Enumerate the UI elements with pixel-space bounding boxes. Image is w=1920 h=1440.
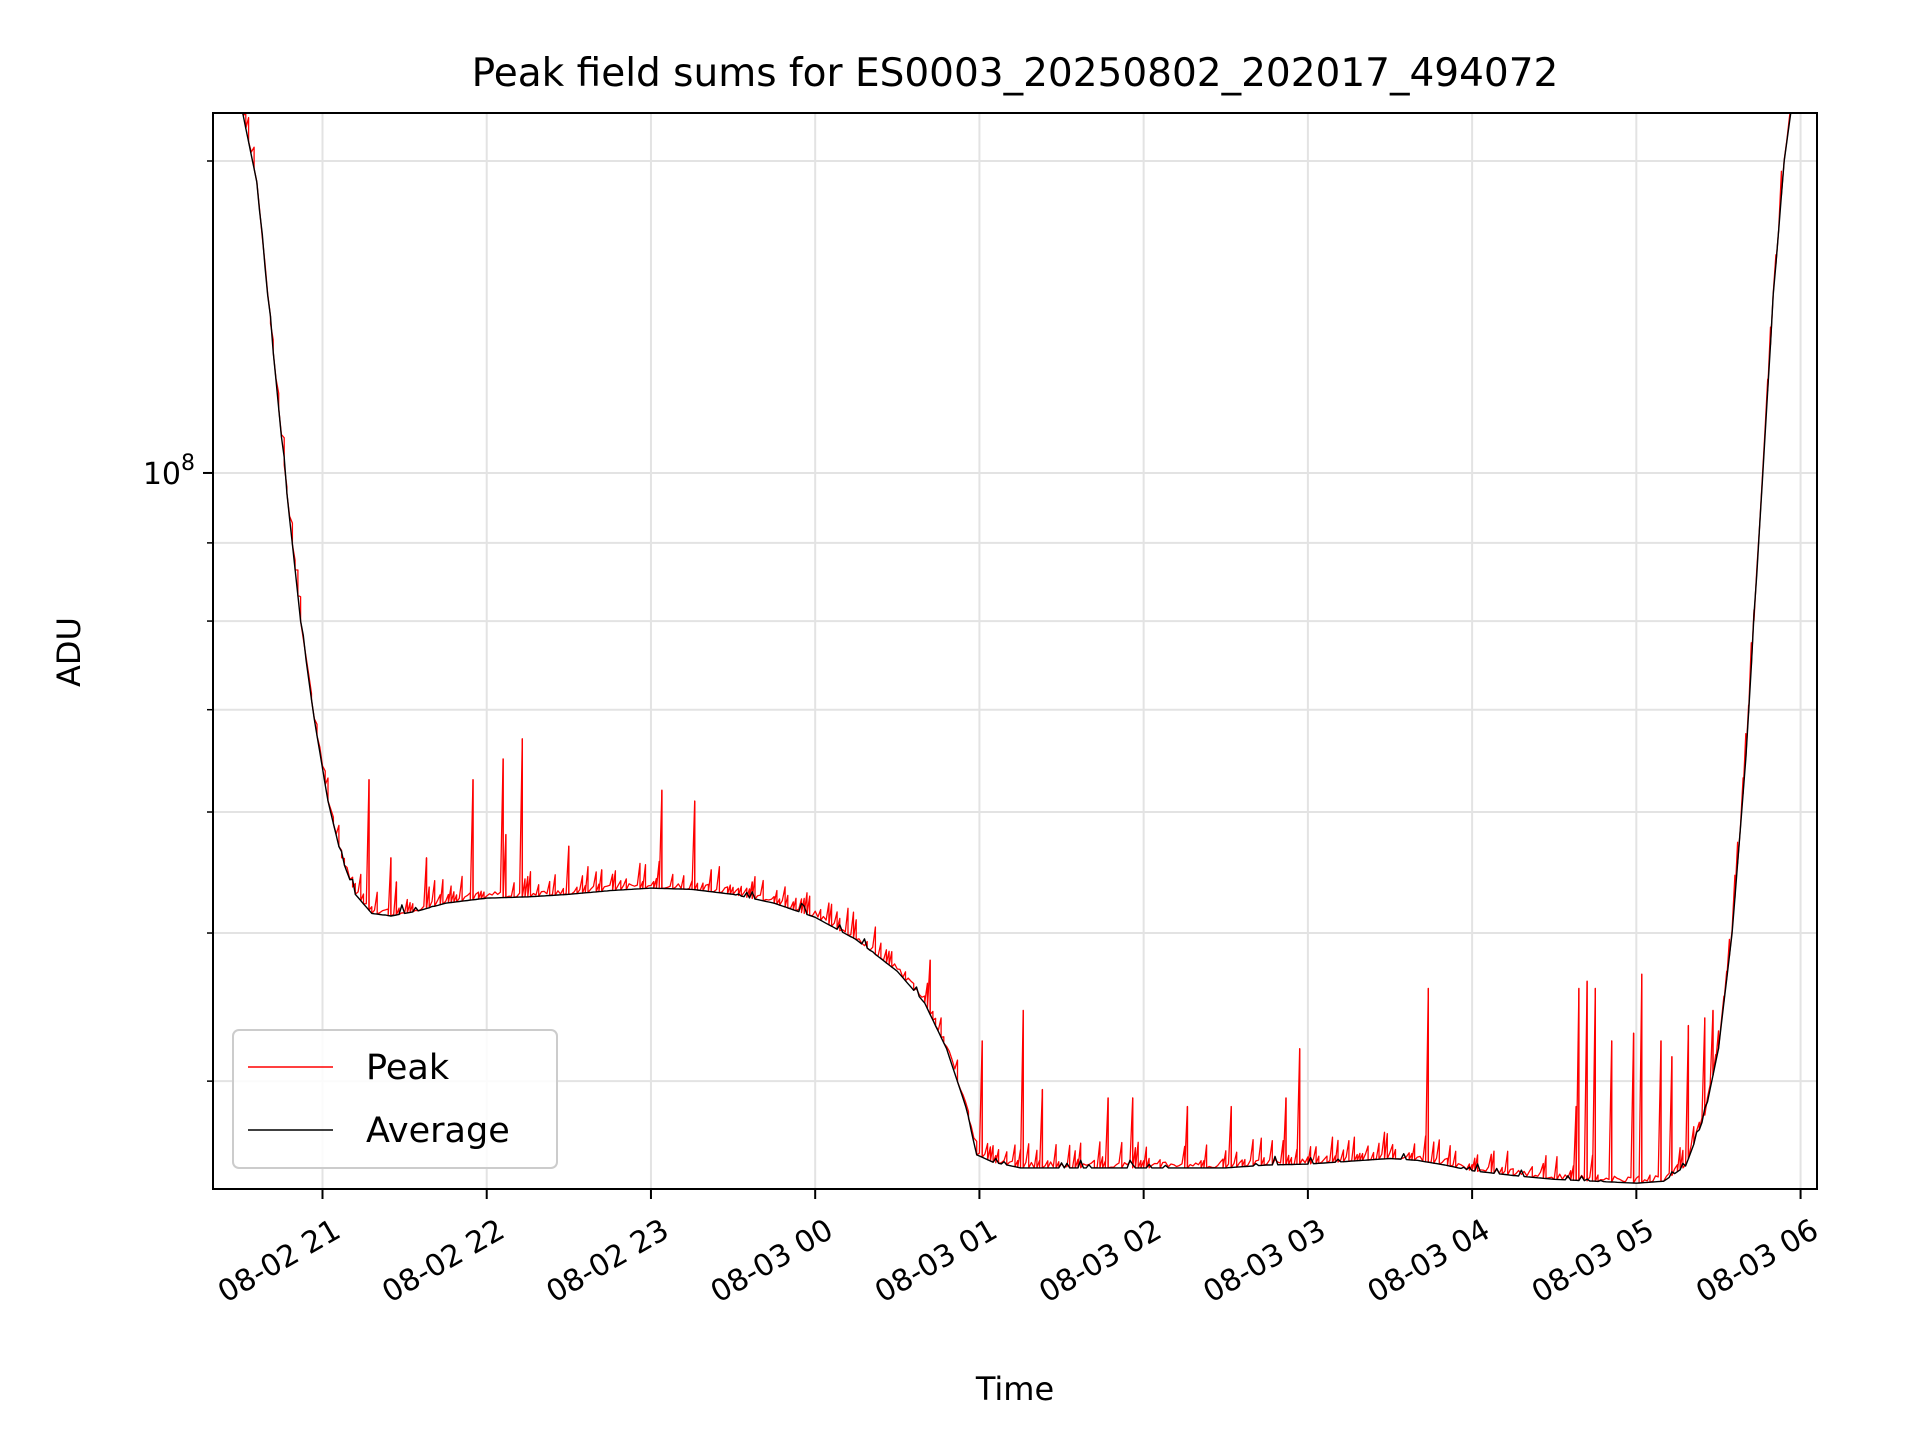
- x-axis-label: Time: [975, 1370, 1054, 1408]
- y-axis: 108: [143, 160, 213, 1082]
- series-average-line: [242, 113, 1792, 1184]
- y-tick-label: 108: [143, 451, 195, 492]
- legend-label-peak: Peak: [366, 1048, 450, 1088]
- chart-title: Peak field sums for ES0003_20250802_2020…: [472, 51, 1559, 96]
- series-peak-line: [242, 113, 1791, 1184]
- legend: Peak Average: [232, 1029, 558, 1169]
- grid: [213, 113, 1817, 1189]
- series-area: [242, 113, 1792, 1184]
- plot-frame: [212, 112, 1818, 1190]
- legend-box: [232, 1029, 558, 1169]
- legend-label-average: Average: [366, 1111, 510, 1151]
- y-axis-label: ADU: [50, 617, 88, 687]
